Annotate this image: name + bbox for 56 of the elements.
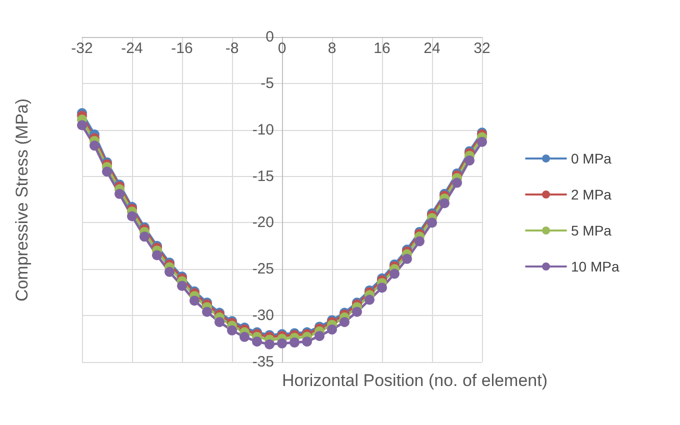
x-tick-label: -16 [171,40,193,57]
y-tick-label: -30 [252,307,274,324]
point [327,324,337,334]
x-axis-title: Horizontal Position (no. of element) [282,371,548,390]
point [452,178,462,188]
point [152,250,162,260]
point [77,120,87,130]
y-tick-label: 0 [266,28,274,46]
x-tick-label: 32 [474,40,490,57]
point [252,336,262,347]
point [352,306,362,317]
point [340,317,350,328]
point [127,211,137,222]
point [214,317,224,328]
x-tick-label: 16 [374,40,390,57]
point [177,280,187,291]
point [302,336,312,347]
x-tick-label: -32 [71,40,93,57]
point [364,294,374,305]
point [140,232,150,242]
point [440,198,450,208]
point [402,254,412,264]
point [277,338,287,348]
point [202,306,212,317]
point [264,339,274,350]
y-tick-label: -5 [260,74,274,92]
point [377,282,387,293]
y-tick-label: -35 [252,354,274,370]
point [427,218,437,228]
point [114,188,124,199]
point [240,332,250,342]
point [314,331,324,341]
point [102,166,112,177]
x-tick-label: 8 [328,40,336,57]
point [227,325,237,336]
legend-label: 0 MPa [571,150,612,166]
point [464,156,474,166]
x-tick-label: 0 [278,40,286,57]
x-tick-label: 24 [424,40,440,57]
point [390,268,400,279]
y-axis-title: Compressive Stress (MPa) [12,98,32,302]
y-tick-label: -25 [252,260,274,278]
point [290,338,300,348]
point [477,136,487,147]
point [414,236,424,246]
point [190,296,200,306]
point [90,140,100,151]
y-tick-label: -10 [252,121,274,138]
y-tick-label: -15 [252,168,274,185]
legend-label: 2 MPa [571,186,612,202]
legend-label: 10 MPa [571,258,620,274]
x-tick-label: -24 [121,40,143,57]
x-tick-label: -8 [225,40,239,57]
y-tick-label: -20 [252,214,274,232]
legend-label: 5 MPa [571,222,612,238]
point [164,266,174,277]
